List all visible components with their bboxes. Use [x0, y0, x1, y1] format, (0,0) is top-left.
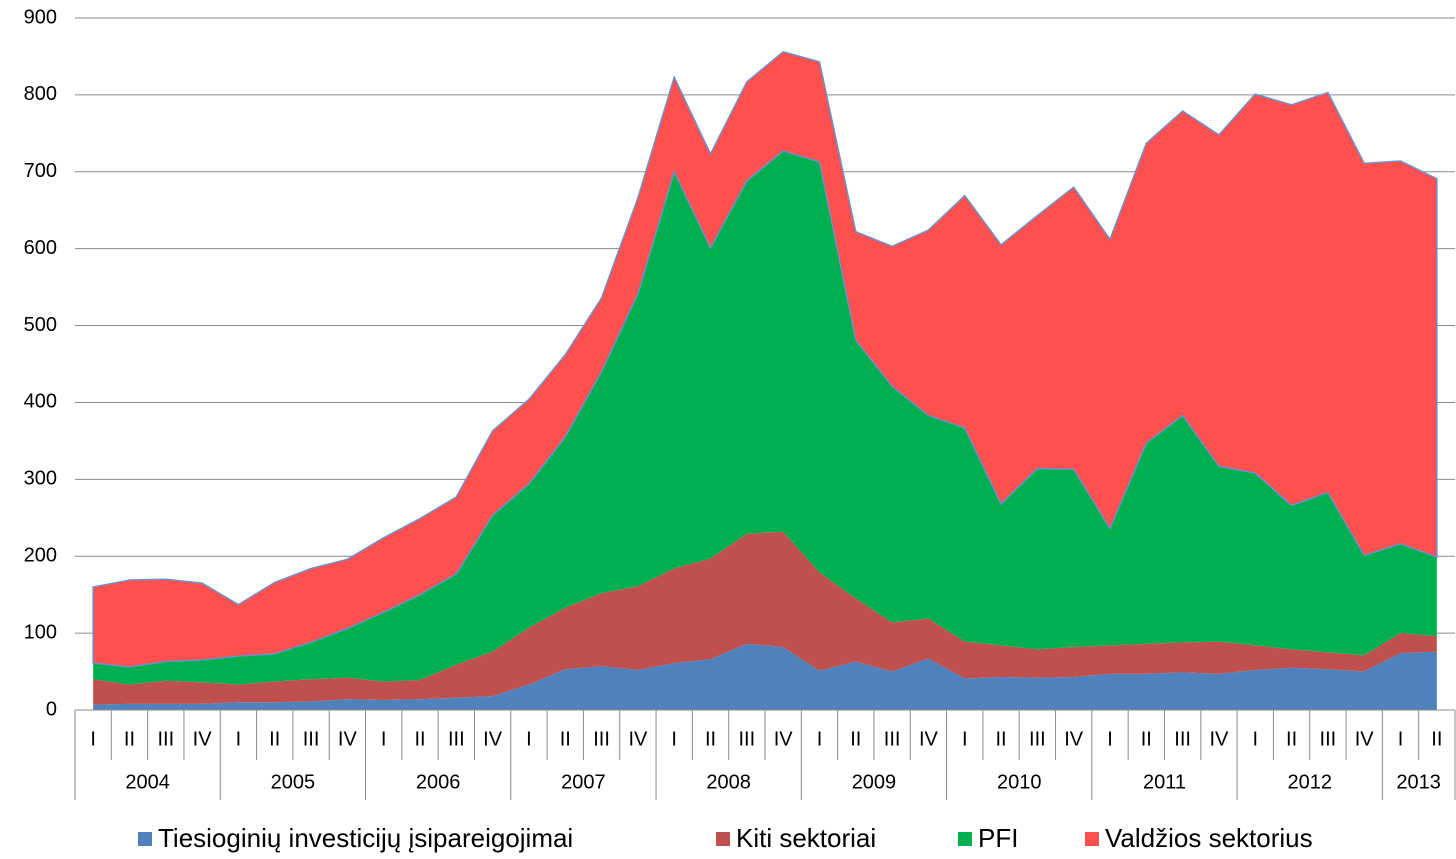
x-tick-label: II: [1141, 728, 1152, 750]
y-tick-label: 500: [24, 314, 57, 336]
y-tick-label: 800: [24, 83, 57, 105]
x-group-label: 2007: [561, 771, 606, 793]
x-tick-label: II: [850, 728, 861, 750]
x-tick-label: I: [1107, 728, 1113, 750]
x-tick-label: IV: [919, 728, 939, 750]
legend-swatch: [716, 832, 730, 846]
x-tick-label: III: [1320, 728, 1337, 750]
x-group-label: 2009: [852, 771, 897, 793]
x-tick-label: I: [236, 728, 242, 750]
x-group-label: 2013: [1396, 771, 1441, 793]
legend-swatch: [138, 832, 152, 846]
x-tick-label: II: [705, 728, 716, 750]
x-tick-label: I: [962, 728, 968, 750]
legend-swatch: [1085, 832, 1099, 846]
x-tick-label: IV: [1064, 728, 1084, 750]
y-tick-label: 900: [24, 6, 57, 28]
x-tick-label: III: [157, 728, 174, 750]
y-tick-label: 700: [24, 160, 57, 182]
area: [93, 151, 1437, 685]
y-tick-label: 600: [24, 237, 57, 259]
x-tick-label: I: [1252, 728, 1258, 750]
x-group-label: 2012: [1287, 771, 1332, 793]
x-tick-label: III: [1174, 728, 1191, 750]
x-tick-label: III: [593, 728, 610, 750]
y-tick-label: 100: [24, 621, 57, 643]
x-tick-label: III: [448, 728, 465, 750]
x-group-label: 2006: [416, 771, 461, 793]
x-tick-label: IV: [193, 728, 213, 750]
y-tick-label: 300: [24, 468, 57, 490]
y-tick-label: 400: [24, 391, 57, 413]
x-tick-label: I: [1398, 728, 1404, 750]
area: [93, 531, 1437, 705]
area: [93, 643, 1437, 710]
y-tick-label: 200: [24, 545, 57, 567]
x-tick-label: II: [560, 728, 571, 750]
x-tick-label: IV: [628, 728, 648, 750]
x-tick-label: I: [671, 728, 677, 750]
area: [92, 51, 1438, 668]
x-tick-label: IV: [1209, 728, 1229, 750]
x-tick-label: II: [124, 728, 135, 750]
x-group-label: 2005: [271, 771, 316, 793]
x-tick-label: I: [90, 728, 96, 750]
x-tick-label: I: [817, 728, 823, 750]
x-group-label: 2011: [1143, 771, 1186, 793]
x-tick-label: II: [1431, 728, 1442, 750]
x-tick-label: I: [526, 728, 532, 750]
x-group-label: 2004: [125, 771, 170, 793]
x-tick-label: IV: [1355, 728, 1375, 750]
x-tick-label: II: [414, 728, 425, 750]
legend-label: Valdžios sektorius: [1105, 823, 1313, 853]
x-tick-label: IV: [483, 728, 503, 750]
legend-swatch: [958, 832, 972, 846]
x-tick-label: I: [381, 728, 387, 750]
legend-label: Tiesioginių investicijų įsipareigojimai: [158, 823, 573, 853]
x-tick-label: IV: [774, 728, 794, 750]
x-tick-label: III: [303, 728, 320, 750]
x-tick-label: III: [1029, 728, 1046, 750]
x-tick-label: IV: [338, 728, 358, 750]
x-tick-label: II: [995, 728, 1006, 750]
x-group-label: 2010: [997, 771, 1042, 793]
x-tick-label: II: [269, 728, 280, 750]
x-group-label: 2008: [706, 771, 751, 793]
x-tick-label: III: [739, 728, 756, 750]
x-tick-label: II: [1286, 728, 1297, 750]
legend-label: Kiti sektoriai: [736, 823, 876, 853]
y-tick-label: 0: [46, 698, 57, 720]
legend-label: PFI: [978, 823, 1018, 853]
x-tick-label: III: [884, 728, 901, 750]
